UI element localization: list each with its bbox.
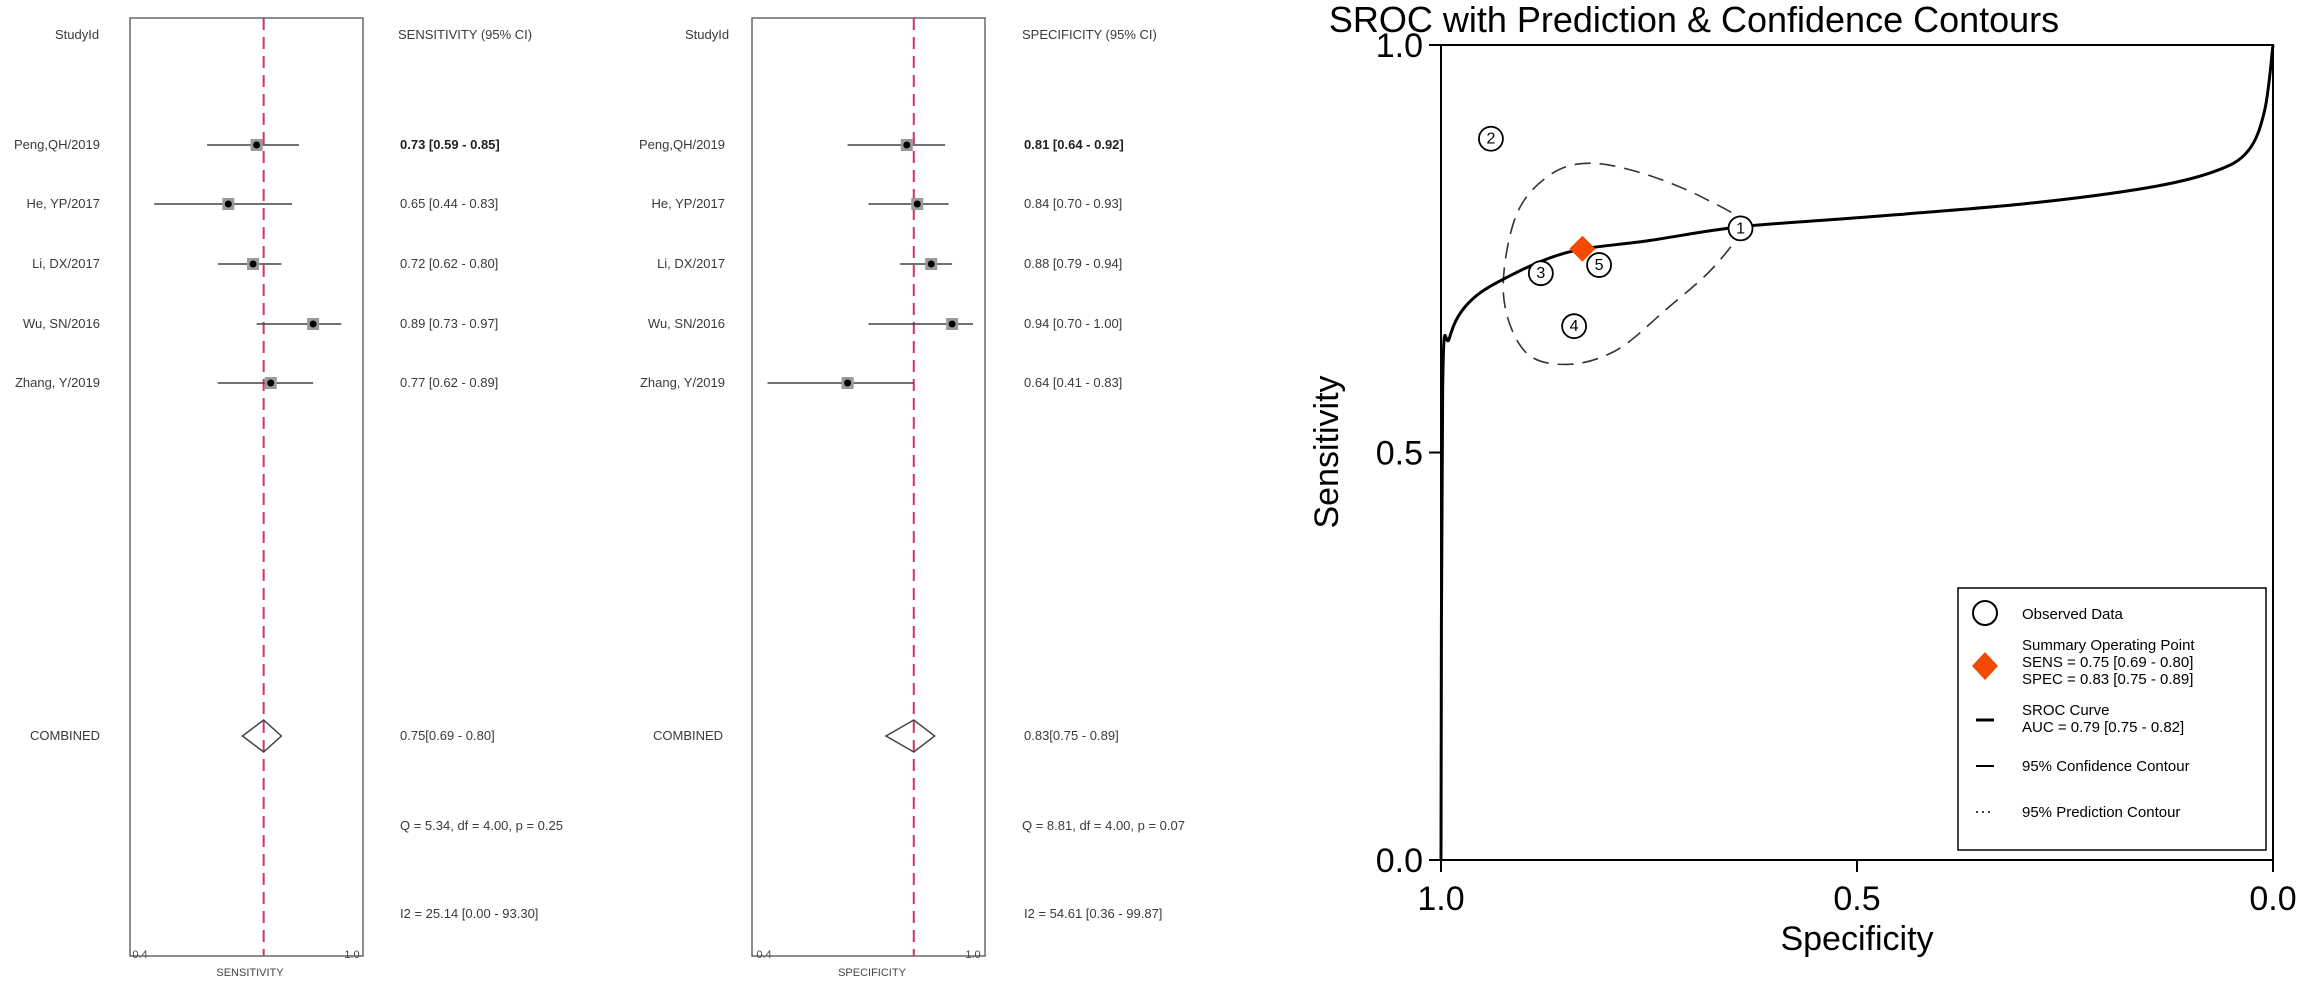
x-tick-label: 0.5 [1833,880,1880,918]
sroc-curve [1439,44,2275,861]
y-tick-label: 0.5 [1376,435,1423,473]
study-estimate-point [309,320,317,328]
summary-operating-point [1569,235,1596,262]
y-tick-label: 1.0 [1376,27,1423,65]
legend-curve-title: SROC Curve [2022,702,2110,719]
study-estimate-point [903,141,911,149]
x-tick-label: 1.0 [1417,880,1464,918]
legend-box [1957,587,2267,851]
sens-studyid-header: StudyId [55,27,99,42]
legend-summary-symbol [1972,652,1998,680]
study-ci-text: 0.77 [0.62 - 0.89] [400,375,498,390]
study-ci-text: 0.89 [0.73 - 0.97] [400,316,498,331]
legend-summary-sens: SENS = 0.75 [0.69 - 0.80] [2022,654,2193,671]
spec-q-statistic: Q = 8.81, df = 4.00, p = 0.07 [1022,818,1185,833]
study-label: Zhang, Y/2019 [640,375,725,390]
study-estimate-point [913,200,921,208]
study-label: Li, DX/2017 [657,256,725,271]
study-label: Peng,QH/2019 [14,137,100,152]
legend-summary-title: Summary Operating Point [2022,637,2195,654]
sroc-title: SROC with Prediction & Confidence Contou… [1329,0,2059,40]
spec-tick-label: 1.0 [965,949,980,961]
study-label: Wu, SN/2016 [648,316,725,331]
sens-x-axis-label: SENSITIVITY [216,967,284,979]
specificity-forest-plot: StudyId SPECIFICITY (95% CI) Peng,QH/201… [639,17,1185,979]
sens-tick-label: 0.4 [132,949,147,961]
study-ci-text: 0.65 [0.44 - 0.83] [400,196,498,211]
sens-plot-frame [129,17,364,957]
legend-curve-auc: AUC = 0.79 [0.75 - 0.82] [2022,719,2184,736]
study-label: He, YP/2017 [652,196,725,211]
study-ci-text: 0.88 [0.79 - 0.94] [1024,256,1122,271]
sens-combined-diamond [241,719,283,753]
sens-stat-header: SENSITIVITY (95% CI) [398,27,532,42]
study-estimate-point [253,141,261,149]
spec-combined-diamond [884,719,936,753]
study-label: Zhang, Y/2019 [15,375,100,390]
observed-data-point [1527,260,1554,287]
spec-stat-header: SPECIFICITY (95% CI) [1022,27,1157,42]
spec-x-axis-label: SPECIFICITY [838,967,907,979]
y-tick-label: 0.0 [1376,842,1423,880]
spec-combined-value: 0.83[0.75 - 0.89] [1024,728,1119,743]
sroc-x-axis-label: Specificity [1780,920,1933,958]
study-estimate-point [844,379,852,387]
study-estimate-point [927,260,935,268]
spec-plot-frame [751,17,986,957]
legend-observed-symbol [1972,600,1998,626]
study-label: Peng,QH/2019 [639,137,725,152]
legend-summary-spec: SPEC = 0.83 [0.75 - 0.89] [2022,671,2193,688]
sens-tick-label: 1.0 [344,949,359,961]
sens-q-statistic: Q = 5.34, df = 4.00, p = 0.25 [400,818,563,833]
study-label: Li, DX/2017 [32,256,100,271]
study-estimate-point [249,260,257,268]
study-ci-text: 0.73 [0.59 - 0.85] [400,137,500,152]
confidence-contour [1502,162,1742,366]
study-ci-text: 0.94 [0.70 - 1.00] [1024,316,1122,331]
study-estimate-point [267,379,275,387]
study-estimate-point [224,200,232,208]
observed-point-label: 4 [1570,318,1579,335]
sensitivity-forest-plot: StudyId SENSITIVITY (95% CI) Peng,QH/201… [14,17,563,979]
sens-combined-label: COMBINED [30,728,100,743]
spec-combined-label: COMBINED [653,728,723,743]
sroc-y-axis: 1.0 0.5 0.0 [1376,27,1441,880]
observed-data-point [1586,252,1612,278]
sroc-plot: SROC with Prediction & Confidence Contou… [1308,0,2297,958]
study-estimate-point [948,320,956,328]
observed-point-label: 5 [1595,257,1604,274]
study-ci-text: 0.72 [0.62 - 0.80] [400,256,498,271]
sens-combined-value: 0.75[0.69 - 0.80] [400,728,495,743]
spec-tick-label: 0.4 [756,949,771,961]
sroc-legend: Observed Data Summary Operating Point SE… [1957,587,2267,851]
study-label: He, YP/2017 [27,196,100,211]
study-ci-text: 0.84 [0.70 - 0.93] [1024,196,1122,211]
observed-point-label: 1 [1736,220,1745,237]
observed-point-label: 2 [1486,131,1495,148]
legend-confidence-label: 95% Confidence Contour [2022,758,2190,775]
sens-i2-statistic: I2 = 25.14 [0.00 - 93.30] [400,906,538,921]
spec-studyid-header: StudyId [685,27,729,42]
observed-point-label: 3 [1536,265,1545,282]
legend-observed-label: Observed Data [2022,606,2124,623]
sroc-y-axis-label: Sensitivity [1308,375,1346,528]
study-ci-text: 0.64 [0.41 - 0.83] [1024,375,1122,390]
legend-prediction-label: 95% Prediction Contour [2022,804,2180,821]
study-label: Wu, SN/2016 [23,316,100,331]
x-tick-label: 0.0 [2249,880,2296,918]
sroc-x-axis: 1.0 0.5 0.0 [1417,860,2297,918]
observed-data-point [1561,313,1588,340]
observed-data-point [1478,125,1504,152]
study-ci-text: 0.81 [0.64 - 0.92] [1024,137,1124,152]
observed-data-point [1727,215,1754,242]
spec-i2-statistic: I2 = 54.61 [0.36 - 99.87] [1024,906,1162,921]
